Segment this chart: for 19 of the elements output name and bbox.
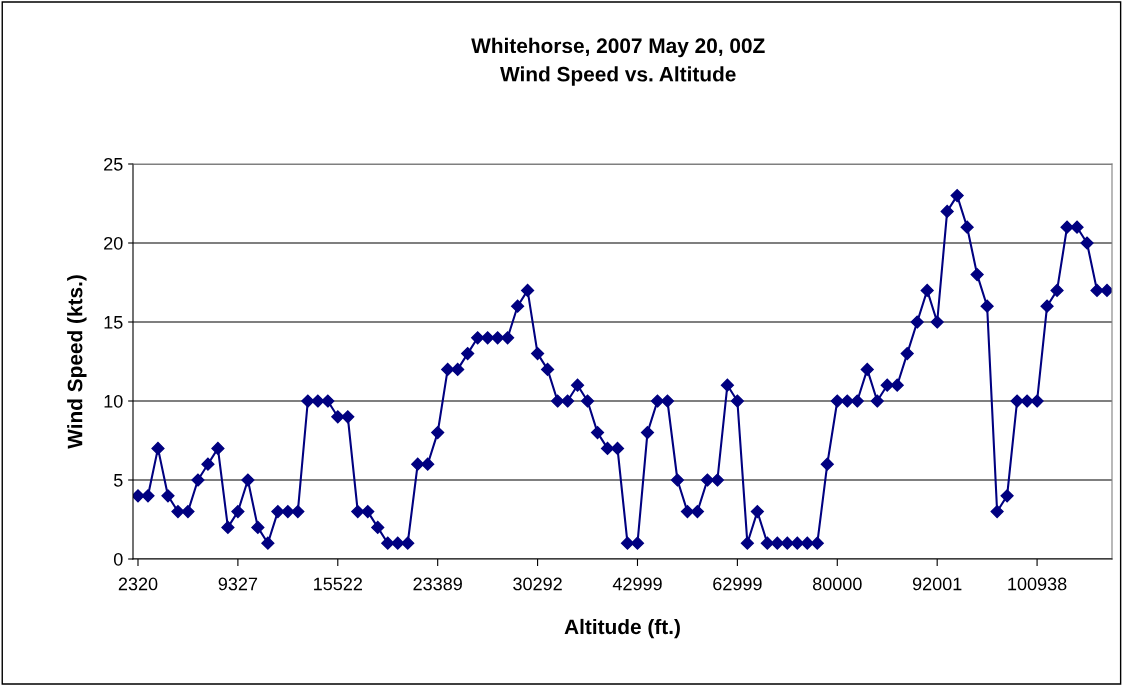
x-tick-label: 100938 bbox=[1008, 577, 1067, 591]
x-axis-title: Altitude (ft.) bbox=[564, 618, 680, 639]
x-tick-label: 15522 bbox=[314, 577, 362, 591]
y-axis-title: Wind Speed (kts.) bbox=[67, 275, 87, 449]
x-tick-label: 42999 bbox=[612, 577, 662, 591]
x-tick-label: 92001 bbox=[912, 577, 962, 591]
x-tick-label: 23389 bbox=[413, 577, 462, 591]
y-tick-label: 20 bbox=[104, 236, 123, 250]
x-tick-label: 30292 bbox=[513, 577, 562, 591]
chart-title: Whitehorse, 2007 May 20, 00Z Wind Speed vs. Altitude bbox=[471, 37, 765, 86]
x-tick-label: 80000 bbox=[812, 577, 862, 591]
x-tick-label: 2320 bbox=[118, 577, 158, 591]
y-tick-label: 10 bbox=[104, 394, 123, 408]
x-tick-label: 9327 bbox=[218, 577, 258, 591]
y-tick-label: 15 bbox=[104, 316, 123, 329]
y-tick-label: 5 bbox=[113, 474, 123, 487]
y-tick-label: 25 bbox=[104, 157, 123, 171]
x-tick-label: 62999 bbox=[713, 577, 762, 591]
y-tick-label: 0 bbox=[113, 552, 123, 566]
